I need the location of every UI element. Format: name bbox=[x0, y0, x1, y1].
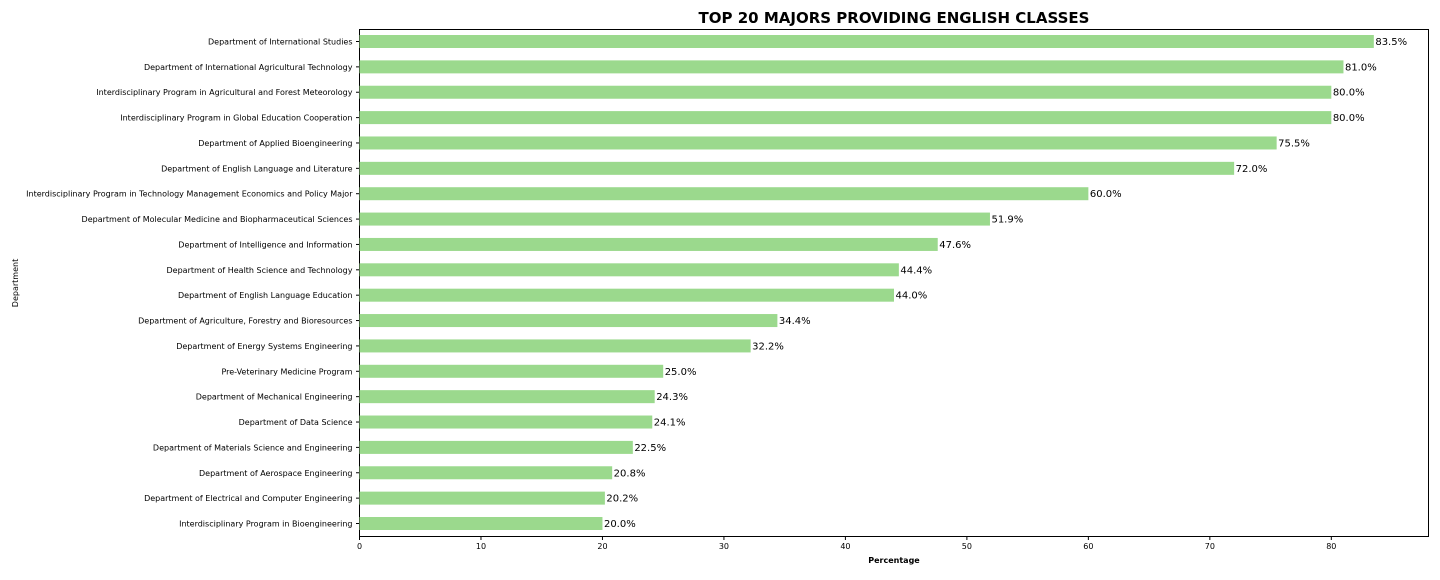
data-label: 51.9% bbox=[991, 215, 1023, 226]
bars-layer bbox=[359, 35, 1374, 530]
category-label: Department of Intelligence and Informati… bbox=[178, 240, 352, 249]
bar bbox=[359, 60, 1344, 74]
category-label: Interdisciplinary Program in Bioengineer… bbox=[179, 520, 352, 529]
category-label: Interdisciplinary Program in Global Educ… bbox=[120, 114, 352, 123]
data-label: 80.0% bbox=[1333, 113, 1365, 124]
category-label: Department of Data Science bbox=[239, 418, 353, 427]
category-label: Pre-Veterinary Medicine Program bbox=[221, 367, 352, 376]
bar bbox=[359, 35, 1374, 48]
bar bbox=[359, 136, 1277, 150]
data-label: 44.4% bbox=[900, 265, 932, 276]
plot-area bbox=[359, 29, 1429, 537]
data-label: 72.0% bbox=[1236, 164, 1268, 175]
category-label: Department of Electrical and Computer En… bbox=[144, 494, 352, 503]
category-label: Department of Molecular Medicine and Bio… bbox=[82, 215, 353, 224]
data-label: 24.1% bbox=[654, 418, 686, 429]
bar bbox=[359, 415, 653, 429]
data-label: 81.0% bbox=[1345, 62, 1377, 73]
bar bbox=[359, 187, 1089, 201]
bar bbox=[359, 466, 613, 480]
data-label: 80.0% bbox=[1333, 88, 1365, 99]
category-label: Department of Materials Science and Engi… bbox=[153, 443, 353, 452]
y-axis-category-labels: Department of International Studies Depar… bbox=[26, 38, 360, 529]
bar bbox=[359, 314, 778, 328]
data-label: 20.2% bbox=[606, 494, 638, 505]
x-tick-label: 70 bbox=[1205, 542, 1215, 551]
category-label: Department of Mechanical Engineering bbox=[196, 393, 353, 402]
category-label: Department of International Agricultural… bbox=[144, 63, 353, 72]
data-label: 22.5% bbox=[634, 443, 666, 454]
data-label: 60.0% bbox=[1090, 189, 1122, 200]
category-label: Department of Aerospace Engineering bbox=[199, 469, 352, 478]
data-label: 75.5% bbox=[1278, 138, 1310, 149]
data-label: 47.6% bbox=[939, 240, 971, 251]
category-label: Department of English Language Education bbox=[178, 291, 353, 300]
bar bbox=[359, 85, 1332, 99]
data-label: 44.0% bbox=[896, 291, 928, 302]
y-axis-label: Department bbox=[11, 259, 20, 307]
category-label: Department of Energy Systems Engineering bbox=[176, 342, 352, 351]
category-label: Interdisciplinary Program in Technology … bbox=[26, 190, 353, 199]
x-tick-label: 30 bbox=[719, 542, 729, 551]
bar bbox=[359, 390, 655, 404]
x-tick-label: 10 bbox=[476, 542, 486, 551]
chart-title: TOP 20 MAJORS PROVIDING ENGLISH CLASSES bbox=[699, 9, 1090, 27]
data-label: 32.2% bbox=[752, 341, 784, 352]
data-label: 25.0% bbox=[665, 367, 697, 378]
category-label: Department of Health Science and Technol… bbox=[167, 266, 353, 275]
category-label: Department of English Language and Liter… bbox=[161, 164, 353, 173]
bar bbox=[359, 491, 605, 505]
bar bbox=[359, 263, 899, 277]
data-label: 20.0% bbox=[604, 519, 636, 530]
category-label: Department of Applied Bioengineering bbox=[198, 139, 352, 148]
bar bbox=[359, 161, 1235, 175]
bar bbox=[359, 440, 633, 454]
x-axis-label: Percentage bbox=[868, 556, 920, 565]
data-labels: 83.5% 81.0% 80.0% 80.0% 75.5% 72.0% 60.0% 51.9%… bbox=[604, 37, 1407, 530]
data-label: 83.5% bbox=[1375, 37, 1407, 48]
category-label: Department of Agriculture, Forestry and … bbox=[138, 317, 352, 326]
bar bbox=[359, 212, 990, 226]
x-axis-ticks: 0 10 20 30 40 50 60 70 80 bbox=[357, 536, 1336, 551]
data-label: 20.8% bbox=[614, 468, 646, 479]
bar bbox=[359, 237, 938, 251]
data-label: 24.3% bbox=[656, 392, 688, 403]
category-label: Department of International Studies bbox=[208, 38, 352, 47]
x-tick-label: 20 bbox=[597, 542, 607, 551]
category-label: Interdisciplinary Program in Agricultura… bbox=[96, 88, 353, 97]
data-label: 34.4% bbox=[779, 316, 811, 327]
bar bbox=[359, 517, 603, 530]
x-tick-label: 40 bbox=[840, 542, 850, 551]
x-tick-label: 0 bbox=[357, 542, 362, 551]
x-tick-label: 60 bbox=[1083, 542, 1093, 551]
bar bbox=[359, 339, 751, 353]
x-tick-label: 80 bbox=[1326, 542, 1336, 551]
x-tick-label: 50 bbox=[962, 542, 972, 551]
bar bbox=[359, 288, 894, 302]
bar bbox=[359, 364, 664, 378]
bar bbox=[359, 111, 1332, 125]
